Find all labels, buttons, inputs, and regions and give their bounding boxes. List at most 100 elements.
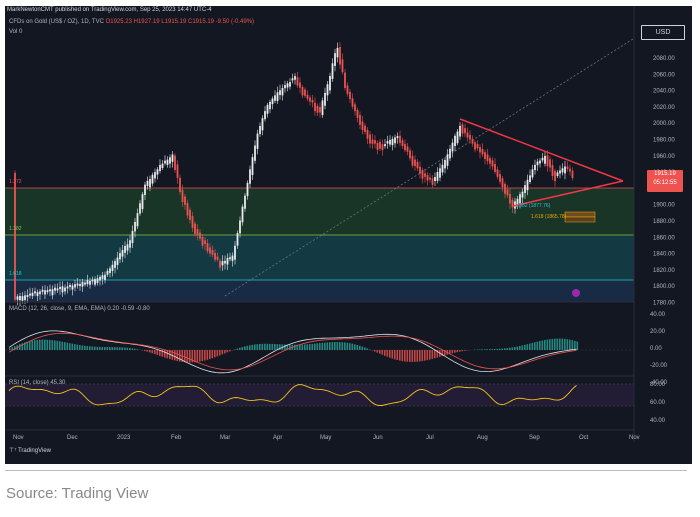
macd-bar: [309, 344, 311, 350]
macd-bar: [546, 339, 549, 350]
price-tick-label: 1900.00: [653, 203, 675, 209]
macd-bar: [39, 339, 41, 350]
macd-bar: [349, 343, 351, 350]
macd-bar: [576, 341, 579, 350]
candle-body: [379, 141, 381, 149]
fib-zone-1: [5, 188, 634, 235]
candle-body: [481, 149, 484, 155]
macd-tick-label: -20.00: [650, 363, 668, 369]
time-tick-label: 2023: [117, 435, 131, 441]
macd-bar: [564, 338, 566, 350]
candle-body: [41, 289, 44, 292]
macd-bar: [171, 350, 174, 360]
price-tick-label: 2020.00: [653, 105, 675, 111]
macd-bar: [396, 350, 399, 361]
candle-body: [149, 178, 151, 188]
event-flag-icon[interactable]: [572, 289, 580, 297]
candle-body: [431, 178, 434, 185]
candle-body: [399, 135, 401, 143]
macd-bar: [204, 350, 206, 361]
candle-body: [281, 88, 284, 96]
candle-body: [64, 287, 66, 292]
macd-bar: [509, 347, 511, 350]
macd-bar: [24, 342, 26, 350]
candle-body: [441, 164, 444, 173]
macd-bar: [414, 350, 416, 362]
candle-body: [374, 140, 376, 144]
candle-body: [219, 260, 221, 268]
macd-bar: [376, 350, 379, 353]
macd-bar: [566, 339, 569, 350]
price-tick-label: 2040.00: [653, 89, 675, 95]
candle-body: [244, 195, 246, 209]
chart-panel[interactable]: MarkNewtonCMT published on TradingView.c…: [5, 6, 692, 464]
candle-body: [336, 47, 339, 58]
candle-body: [299, 82, 301, 88]
candle-body: [251, 157, 254, 176]
candle-body: [284, 85, 286, 89]
candle-body: [436, 172, 439, 181]
macd-bar: [531, 342, 534, 350]
signal-line: [8, 332, 577, 371]
candle-body: [501, 178, 504, 188]
macd-bar: [496, 348, 499, 350]
macd-bar: [151, 350, 154, 354]
macd-bar: [116, 347, 119, 350]
candle-body: [549, 159, 551, 168]
lower-trendline[interactable]: [512, 180, 624, 207]
candle-body: [491, 160, 494, 167]
candle-body: [509, 194, 511, 204]
fib-label-1: 1.272: [9, 179, 22, 185]
time-axis[interactable]: Nov Dec 2023 Feb Mar Apr May Jun Jul Aug Sep Oct Nov: [13, 435, 640, 441]
macd-bar: [119, 347, 121, 350]
candle-body: [99, 276, 101, 281]
candle-body: [476, 144, 479, 149]
candle-body: [96, 278, 99, 283]
macd-bar: [124, 347, 126, 350]
candle-body: [479, 147, 481, 153]
candle-body: [84, 282, 86, 285]
macd-bar: [574, 340, 576, 350]
macd-bar: [359, 345, 361, 350]
candle-body: [211, 249, 214, 255]
candle-body: [561, 168, 564, 173]
macd-bar: [409, 350, 411, 362]
macd-bar: [556, 338, 559, 350]
macd-bar: [11, 347, 14, 350]
macd-bar: [436, 350, 439, 358]
candle-body: [349, 91, 351, 100]
macd-bar: [146, 350, 149, 352]
macd-bar: [549, 339, 551, 350]
macd-bar: [571, 340, 574, 350]
price-tick-label: 1880.00: [653, 219, 675, 225]
macd-bar: [259, 343, 261, 350]
candle-body: [101, 275, 104, 279]
time-tick-label: Nov: [629, 435, 640, 441]
candle-body: [551, 165, 554, 177]
currency-label[interactable]: USD: [641, 25, 685, 40]
fib-zone-2: [5, 235, 634, 280]
candle-body: [384, 144, 386, 147]
upper-trendline[interactable]: [459, 118, 624, 182]
macd-bar: [209, 350, 211, 360]
candle-body: [429, 177, 431, 180]
macd-bar: [441, 350, 444, 357]
macd-bar: [479, 349, 481, 350]
macd-bar: [331, 342, 334, 350]
candle-body: [294, 76, 296, 80]
chart-canvas[interactable]: 2080.00 2060.00 2040.00 2020.00 2000.00 1980.…: [5, 6, 692, 464]
macd-bar: [434, 350, 436, 359]
macd-bar: [506, 348, 509, 350]
candle-body: [466, 132, 469, 138]
macd-bar: [341, 342, 344, 350]
macd-bar: [199, 350, 201, 362]
macd-bar: [356, 344, 359, 350]
price-tick-label: 2000.00: [653, 121, 675, 127]
rsi-axis: 80.00 60.00 40.00: [650, 382, 666, 424]
macd-bar: [154, 350, 156, 355]
candle-body: [184, 196, 186, 205]
macd-bar: [79, 345, 81, 350]
macd-bar: [41, 339, 44, 350]
macd-bar: [386, 350, 389, 357]
fib-label-4: 1.618 (1865.78): [531, 214, 567, 220]
